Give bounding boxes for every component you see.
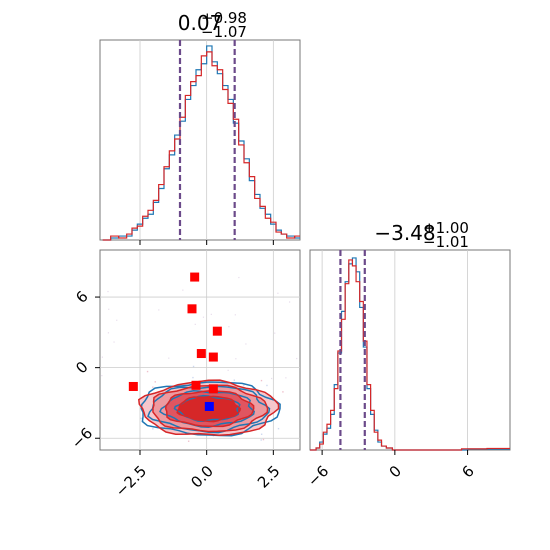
contour-line-red <box>176 395 242 423</box>
y-tick-label: −6 <box>68 424 96 452</box>
panel-bottom-right: −6 0 6 −3.48 +1.00 −1.01 <box>304 219 511 490</box>
sample-point <box>152 386 154 388</box>
contour-line-red <box>164 390 255 428</box>
title-plus-error: +0.98 <box>201 9 247 27</box>
red-marker <box>208 384 218 394</box>
sample-point <box>210 313 212 315</box>
axes-frame <box>309 249 511 451</box>
sample-point <box>152 428 154 430</box>
y-tick-label: 6 <box>72 287 91 306</box>
x-tick-label: 0.0 <box>187 462 217 492</box>
panel-title: 0.07 <box>178 11 223 35</box>
x-tick-label: 2.5 <box>254 462 284 492</box>
sample-point <box>202 316 205 318</box>
title-value: −3.48 <box>374 221 435 245</box>
sample-point <box>285 377 287 379</box>
x-tick-label: −6 <box>304 462 332 490</box>
panel-title: −3.48 <box>374 221 435 245</box>
sample-point <box>234 314 236 316</box>
histogram-red <box>102 51 300 241</box>
title-minus-error: −1.01 <box>423 233 469 251</box>
sample-point <box>182 289 184 291</box>
blue-marker <box>204 401 214 411</box>
sample-point <box>277 292 279 294</box>
panel-top-left: 0.07 +0.98 −1.07 <box>99 9 301 245</box>
red-marker <box>208 352 218 362</box>
sample-point <box>140 417 142 420</box>
red-marker <box>190 272 200 282</box>
sample-point <box>168 357 170 359</box>
sample-point <box>192 365 195 368</box>
sample-point <box>245 343 247 345</box>
sample-point <box>260 439 262 441</box>
sample-point <box>116 319 118 321</box>
red-marker <box>191 380 201 390</box>
contour-line-red <box>152 384 269 433</box>
sample-point <box>277 427 280 430</box>
sample-point <box>187 440 190 442</box>
contour-line-red <box>138 379 280 436</box>
x-tick-label: 0 <box>386 462 405 481</box>
sample-point <box>282 391 284 393</box>
sample-point <box>271 377 273 380</box>
sample-point <box>101 356 103 358</box>
sample-point <box>107 332 110 334</box>
title-value: 0.07 <box>178 11 223 35</box>
sample-point <box>227 369 229 371</box>
x-tick-label: −2.5 <box>112 462 150 500</box>
sample-point <box>233 379 236 381</box>
sample-point <box>260 379 263 382</box>
sample-point <box>146 370 149 373</box>
contour-line-blue <box>159 390 256 428</box>
sample-point <box>260 433 263 435</box>
axes-frame <box>99 39 301 241</box>
title-minus-error: −1.07 <box>201 23 247 41</box>
y-tick-label: 0 <box>72 358 91 377</box>
sample-point <box>238 276 240 279</box>
sample-point <box>266 384 268 387</box>
sample-point <box>154 381 156 383</box>
red-marker <box>196 349 206 359</box>
sample-point <box>262 438 265 441</box>
x-tick-label: 6 <box>458 462 477 481</box>
sample-point <box>228 326 230 328</box>
histogram-red <box>310 259 510 451</box>
sample-point <box>274 332 276 334</box>
sample-point <box>101 375 103 377</box>
red-marker <box>128 381 138 391</box>
sample-point <box>194 323 196 325</box>
sample-point <box>113 341 115 343</box>
red-marker <box>187 304 197 314</box>
sample-point <box>108 308 110 310</box>
sample-point <box>192 376 194 379</box>
sample-point <box>158 309 160 311</box>
sample-point <box>243 384 245 387</box>
panel-bottom-left: −2.5 0.0 2.5 −6 0 6 <box>68 249 301 500</box>
sample-point <box>235 358 237 360</box>
title-plus-error: +1.00 <box>423 219 469 237</box>
red-marker <box>212 326 222 336</box>
sample-point <box>296 357 298 360</box>
sample-point <box>107 290 109 293</box>
sample-point <box>288 301 291 303</box>
